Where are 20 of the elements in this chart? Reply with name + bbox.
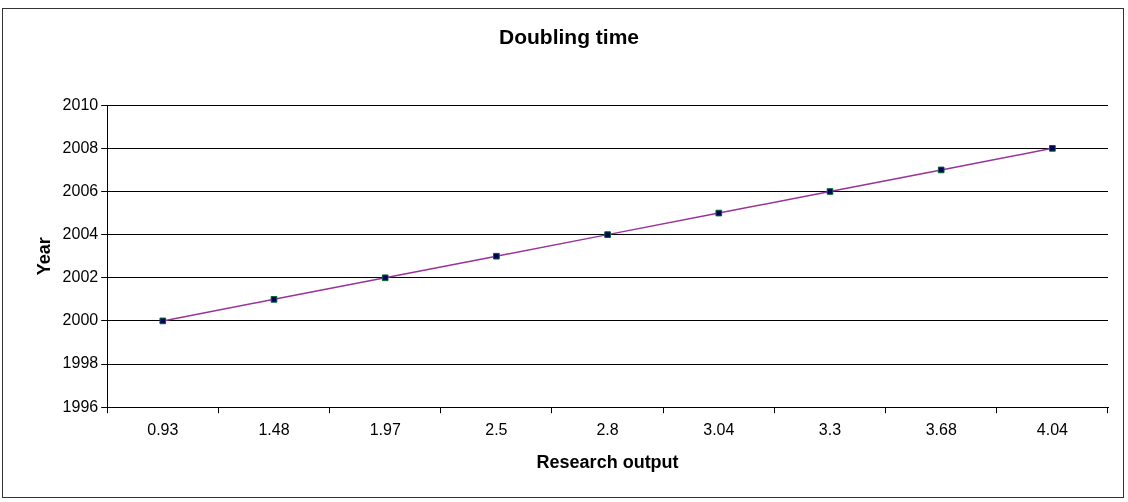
x-tick-label: 2.8 bbox=[596, 421, 619, 439]
x-tick-label: 2.5 bbox=[485, 421, 508, 439]
y-axis-title: Year bbox=[33, 237, 54, 276]
x-tick-label: 3.04 bbox=[703, 421, 735, 439]
x-tick-label: 0.93 bbox=[147, 421, 179, 439]
y-tick-label: 1998 bbox=[62, 354, 99, 372]
y-tick-label: 1996 bbox=[62, 397, 99, 415]
y-tick-label: 2004 bbox=[62, 225, 99, 243]
x-axis-title: Research output bbox=[536, 452, 679, 473]
x-tick-label: 1.48 bbox=[258, 421, 290, 439]
x-tick-label: 3.68 bbox=[925, 421, 957, 439]
chart-title: Doubling time bbox=[499, 25, 639, 49]
y-tick-label: 2000 bbox=[62, 311, 99, 329]
x-tick-label: 3.3 bbox=[818, 421, 842, 439]
y-tick-label: 2002 bbox=[62, 268, 99, 286]
x-tick-label: 1.97 bbox=[369, 421, 401, 439]
x-tick-label: 4.04 bbox=[1036, 421, 1069, 439]
y-tick-label: 2008 bbox=[62, 138, 99, 156]
y-tick-label: 2006 bbox=[62, 181, 99, 199]
y-tick-label: 2010 bbox=[62, 95, 99, 113]
